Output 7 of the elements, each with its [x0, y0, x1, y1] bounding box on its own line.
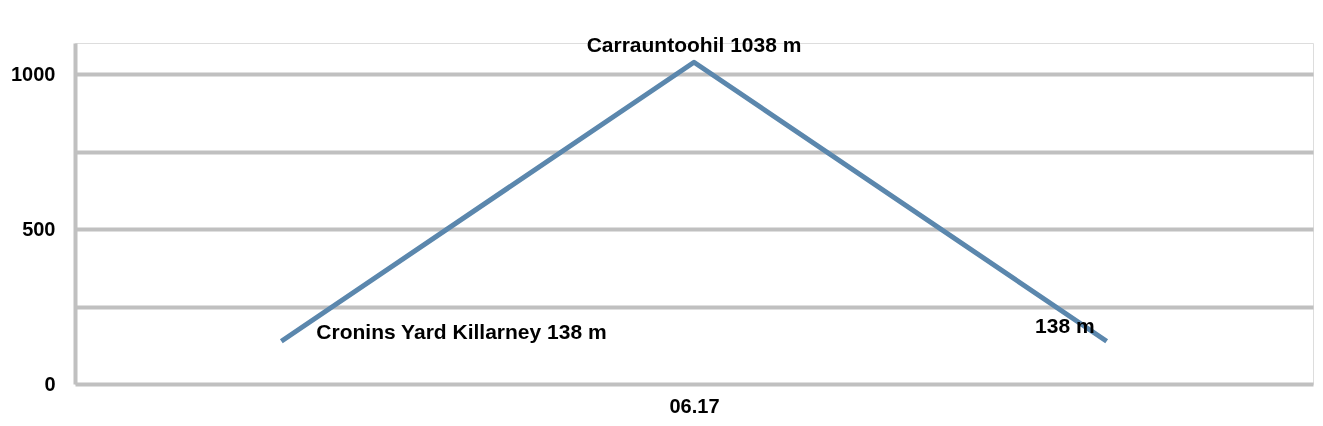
y-tick-label: 0 [44, 372, 56, 395]
y-tick-label: 1000 [11, 62, 56, 85]
y-tick-label: 500 [22, 217, 56, 240]
data-label: Cronins Yard Killarney 138 m [316, 320, 607, 344]
x-tick-label: 06.17 [669, 394, 720, 417]
data-label: 138 m [1035, 314, 1095, 338]
data-label: Carrauntoohil 1038 m [586, 33, 802, 57]
